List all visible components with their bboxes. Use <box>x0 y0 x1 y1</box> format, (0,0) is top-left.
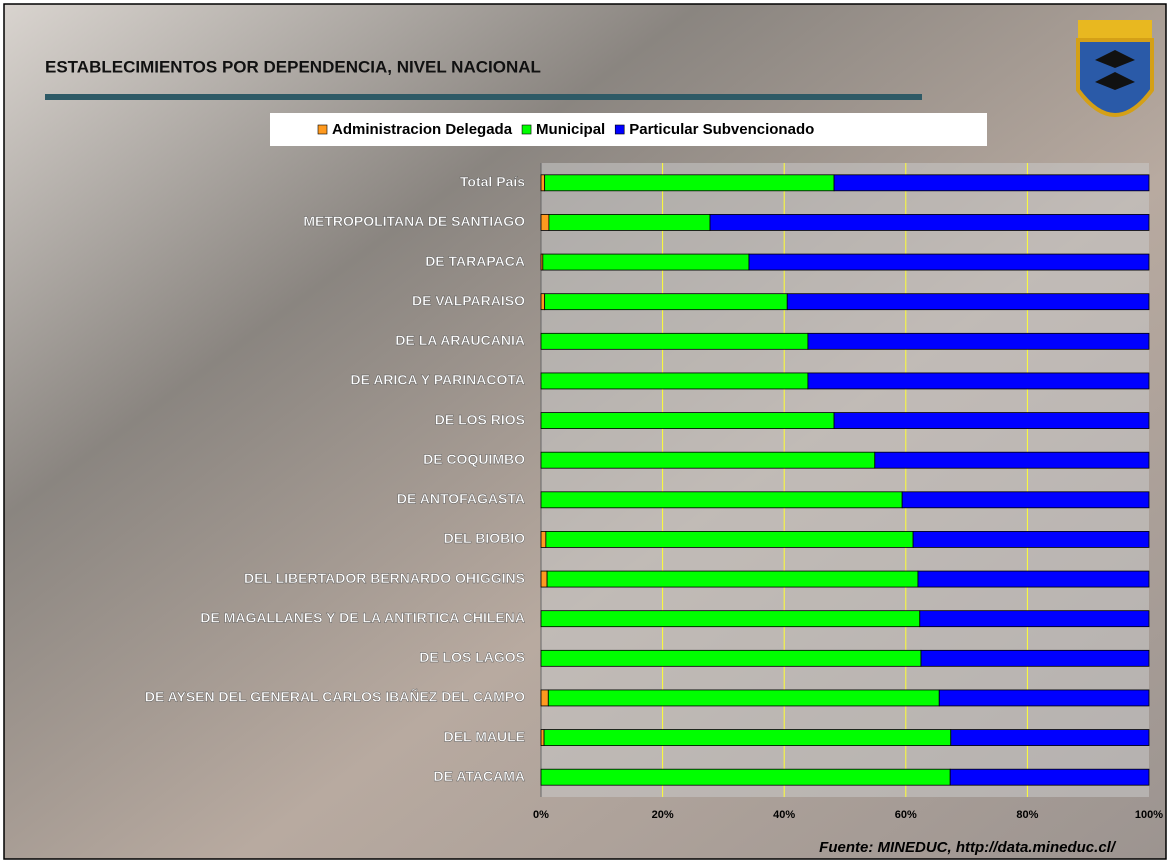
bar-segment <box>807 372 1150 390</box>
chart-title: ESTABLECIMIENTOS POR DEPENDENCIA, NIVEL … <box>45 57 541 76</box>
bar-segment <box>540 570 548 588</box>
y-tick-label: DE TARAPACA <box>425 253 525 269</box>
bar-segment <box>540 293 546 311</box>
y-tick-label: DEL BIOBIO <box>444 530 526 546</box>
bar-segment <box>949 768 1150 786</box>
legend-label: Particular Subvencionado <box>629 121 814 138</box>
bar-segment <box>540 451 876 469</box>
bar-segment <box>950 729 1150 746</box>
legend-label: Municipal <box>536 121 605 138</box>
bar-segment <box>544 174 835 192</box>
legend-swatch <box>521 124 532 135</box>
bar-segment <box>540 531 547 548</box>
source: Fuente: MINEDUC, http://data.mineduc.cl/ <box>819 839 1117 856</box>
x-tick-label: 100% <box>1135 809 1163 821</box>
bar-segment <box>547 689 940 707</box>
legend-swatch <box>614 124 625 135</box>
bar-segment <box>917 570 1150 588</box>
bar-segment <box>540 214 550 231</box>
y-tick-label: METROPOLITANA DE SANTIAGO <box>303 213 525 229</box>
bar-segment <box>540 729 545 746</box>
y-tick-label: DE ANTOFAGASTA <box>397 491 525 507</box>
y-tick-label: DE ARICA Y PARINACOTA <box>351 372 526 388</box>
y-tick-label: DE MAGALLANES Y DE LA ANTIRTICA CHILENA <box>200 609 525 625</box>
legend-swatch <box>317 124 328 135</box>
y-tick-label: DE COQUIMBO <box>423 451 525 467</box>
bar-segment <box>544 293 788 311</box>
legend-box <box>270 113 987 146</box>
bar-segment <box>548 214 711 231</box>
bar-segment <box>545 531 914 548</box>
bar-segment <box>540 768 951 786</box>
bar-segment <box>540 491 903 509</box>
crest <box>1076 20 1154 117</box>
x-tick-label: 40% <box>773 809 795 821</box>
x-tick-label: 60% <box>895 809 917 821</box>
legend-label: Administracion Delegada <box>332 121 513 138</box>
bar-segment <box>786 293 1150 311</box>
bar-segment <box>912 531 1150 548</box>
bar-segment <box>540 610 921 628</box>
y-tick-label: DE AYSEN DEL GENERAL CARLOS IBAÑEZ DEL C… <box>145 688 525 705</box>
bar-segment <box>540 372 809 390</box>
y-tick-label: DEL MAULE <box>444 728 525 744</box>
x-tick-label: 20% <box>652 809 674 821</box>
bar-segment <box>833 412 1150 429</box>
y-tick-label: DEL LIBERTADOR BERNARDO OHIGGINS <box>244 570 525 586</box>
bar-segment <box>546 570 919 588</box>
y-tick-label: DE LA ARAUCANIA <box>395 332 525 348</box>
y-tick-label: Total País <box>460 174 525 190</box>
x-tick-label: 0% <box>533 809 549 821</box>
bar-segment <box>709 214 1150 231</box>
bar-segment <box>919 610 1150 628</box>
bar-segment <box>543 729 952 746</box>
bar-segment <box>807 332 1150 350</box>
y-tick-label: DE VALPARAISO <box>412 292 525 308</box>
bar-segment <box>540 332 809 350</box>
bar-segment <box>833 174 1150 192</box>
bar-segment <box>540 689 549 707</box>
y-tick-label: DE LOS LAGOS <box>419 649 525 665</box>
bar-segment <box>542 253 750 271</box>
title-underline <box>45 94 922 100</box>
bar-segment <box>540 649 922 667</box>
y-tick-label: DE LOS RIOS <box>435 411 525 427</box>
bar-segment <box>901 491 1150 509</box>
bar-segment <box>938 689 1150 707</box>
x-tick-label: 80% <box>1016 809 1038 821</box>
bar-segment <box>920 649 1150 667</box>
bar-segment <box>540 412 835 429</box>
y-tick-label: DE ATACAMA <box>433 768 525 784</box>
bar-segment <box>874 451 1150 469</box>
bar-segment <box>540 174 546 192</box>
bar-segment <box>748 253 1150 271</box>
